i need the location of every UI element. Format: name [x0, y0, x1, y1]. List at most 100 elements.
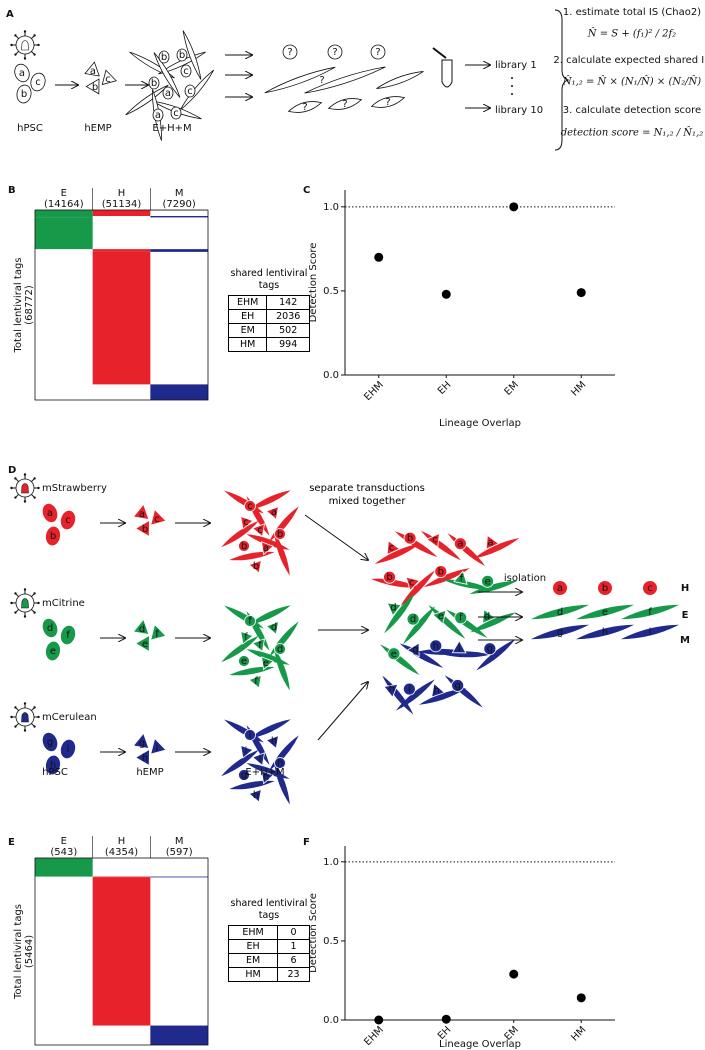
point	[509, 969, 519, 979]
ellipsis-dot	[511, 85, 513, 87]
table-cell: EHM	[227, 925, 279, 940]
column-header: E	[61, 836, 67, 847]
cell-letter: a	[457, 539, 463, 550]
library-label: library 10	[495, 105, 543, 116]
cell	[182, 30, 202, 80]
cell-letter: e	[602, 607, 608, 618]
cell	[125, 84, 169, 116]
cell	[274, 532, 290, 576]
cell-letter: ?	[302, 102, 307, 113]
cell-letter: e	[484, 576, 490, 587]
cell	[370, 578, 421, 588]
cell-letter: d	[139, 624, 145, 635]
cell	[453, 537, 467, 551]
cell-letter: c	[432, 535, 438, 546]
tag-segment	[150, 384, 208, 400]
virus-spike-tip	[37, 715, 40, 719]
cell-letter: h	[433, 686, 439, 697]
cell	[261, 656, 275, 671]
library-label: library 1	[495, 60, 537, 71]
tag-segment	[150, 1025, 208, 1045]
ellipsis-dot	[511, 77, 513, 79]
table-cell: 994	[266, 337, 310, 352]
cell-letter: a	[155, 110, 161, 121]
cell-letter: d	[557, 607, 563, 618]
cell-letter: c	[389, 543, 395, 554]
cell	[265, 506, 280, 521]
cell-letter: b	[50, 531, 56, 542]
cell	[469, 580, 518, 594]
cell-letter: h	[142, 753, 148, 764]
virus-spike-tip	[33, 706, 36, 709]
stage-label: hPSC	[42, 767, 68, 778]
virus-spike-tip	[14, 611, 17, 614]
cell	[370, 44, 386, 60]
table-cell: HM	[227, 967, 279, 982]
virus-spike-tip	[33, 725, 36, 728]
cell	[553, 581, 567, 595]
reporter-label: mCitrine	[42, 598, 85, 609]
cell	[151, 625, 166, 640]
panel-label: C	[303, 185, 310, 196]
cell	[282, 44, 298, 60]
virus-spike-tip	[23, 615, 27, 618]
cell	[575, 604, 635, 620]
cell-letter: i	[408, 684, 411, 695]
cell-letter: b	[438, 567, 444, 578]
table-cell: 0	[277, 925, 310, 940]
cell-letter: ?	[385, 97, 390, 108]
cell	[453, 570, 468, 585]
column-count: (7290)	[163, 199, 196, 210]
cell-letter: f	[460, 574, 464, 585]
cell-letter: e	[391, 649, 397, 660]
virus-spike-tip	[14, 725, 17, 728]
cell	[60, 510, 76, 530]
point	[374, 1015, 384, 1025]
cell	[395, 679, 435, 711]
cell-letter: c	[105, 74, 111, 85]
virus-cargo	[21, 483, 29, 494]
cell	[134, 620, 149, 634]
cell	[162, 86, 174, 100]
cell	[261, 770, 275, 785]
table-row: EH 1	[227, 939, 310, 954]
cell-letter: i	[649, 627, 652, 638]
cell	[386, 602, 402, 617]
virus-cargo	[21, 712, 29, 723]
stage-label: hEMP	[84, 123, 111, 134]
cell	[620, 624, 680, 640]
cell	[148, 76, 160, 90]
cell	[16, 84, 32, 104]
cell	[376, 71, 424, 89]
column-header: M	[175, 836, 184, 847]
cell-letter: c	[257, 525, 263, 536]
tag-segment	[92, 876, 151, 878]
step-title: 1. estimate total IS (Chao2)	[563, 7, 701, 18]
cell	[274, 761, 290, 805]
cell	[84, 61, 100, 77]
cell	[483, 642, 497, 656]
panel-label: D	[8, 465, 16, 476]
column-header: M	[175, 188, 184, 199]
cell-letter: b	[161, 52, 167, 63]
virus-spike-tip	[14, 34, 17, 37]
column-header: H	[118, 188, 126, 199]
x-tick-label: HM	[569, 379, 588, 398]
reporter-label: mCerulean	[42, 712, 97, 723]
cell-letter: e	[263, 658, 269, 669]
y-tick-label: 1.0	[323, 857, 339, 868]
virus-spike-tip	[33, 592, 36, 595]
virus-spike-tip	[33, 611, 36, 614]
cell-letter: f	[66, 630, 70, 641]
cell-letter: c	[35, 77, 41, 88]
step-title: 2. calculate expected shared IS	[553, 55, 705, 66]
point	[441, 289, 451, 299]
x-tick-label: EHM	[362, 379, 386, 403]
cell	[400, 570, 435, 607]
cell	[265, 621, 280, 636]
cell	[251, 752, 265, 767]
table-cell: 142	[266, 295, 310, 310]
point	[509, 202, 519, 212]
table-cell: 6	[277, 953, 310, 968]
